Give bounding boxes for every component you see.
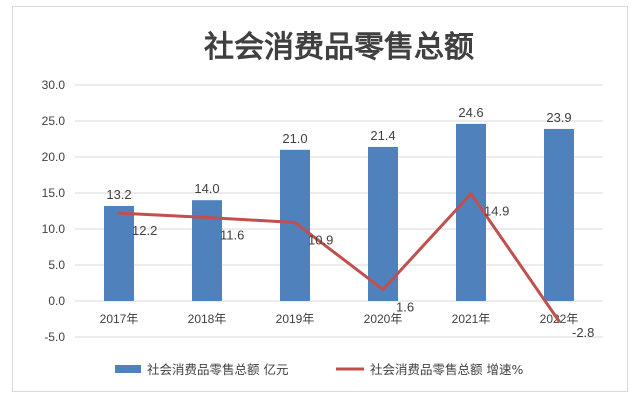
y-tick-label: 10.0 xyxy=(42,222,66,236)
x-tick-label: 2020年 xyxy=(364,312,403,326)
y-tick-label: 30.0 xyxy=(42,78,66,92)
line-series xyxy=(117,192,561,323)
line-point xyxy=(293,221,297,225)
line-value-label: -2.8 xyxy=(572,325,594,340)
line-point xyxy=(557,319,561,323)
bar xyxy=(280,149,310,301)
line-value-label: 1.6 xyxy=(396,299,414,314)
y-tick-label: -5.0 xyxy=(44,330,65,344)
chart-frame: 社会消费品零售总额 -5.0 0.0 5.0 10.0 15.0 20.0 25.0 30.0… xyxy=(12,6,628,392)
growth-line xyxy=(118,192,561,323)
x-tick-label: 2021年 xyxy=(452,312,491,326)
bar xyxy=(104,205,134,301)
bar-value-label: 13.2 xyxy=(106,187,131,202)
chart-canvas: 社会消费品零售总额 -5.0 0.0 5.0 10.0 15.0 20.0 25.0 30.0… xyxy=(42,30,603,377)
x-tick-label: 2017年 xyxy=(100,312,139,326)
bar-value-label: 21.4 xyxy=(370,128,395,143)
legend: 社会消费品零售总额 亿元 社会消费品零售总额 增速% xyxy=(115,362,523,377)
y-tick-label: 5.0 xyxy=(48,258,65,272)
y-axis: -5.0 0.0 5.0 10.0 15.0 20.0 25.0 30.0 xyxy=(42,78,66,344)
line-value-label: 14.9 xyxy=(484,204,509,219)
line-point xyxy=(205,215,209,219)
legend-line-label: 社会消费品零售总额 增速% xyxy=(370,362,523,377)
bar-value-label: 23.9 xyxy=(546,110,571,125)
gridlines xyxy=(75,84,603,338)
bar-value-label: 21.0 xyxy=(282,131,307,146)
x-axis: 2017年 2018年 2019年 2020年 2021年 2022年 xyxy=(100,312,579,326)
bar xyxy=(192,200,222,301)
line-value-label: 11.6 xyxy=(220,227,244,242)
bar-value-label: 24.6 xyxy=(458,105,483,120)
bar-series xyxy=(104,123,574,301)
y-tick-label: 15.0 xyxy=(42,186,66,200)
bar-value-label: 14.0 xyxy=(194,181,219,196)
line-value-label: 12.2 xyxy=(132,223,157,238)
bar xyxy=(368,146,398,301)
line-point xyxy=(469,192,473,196)
line-point xyxy=(381,287,385,291)
line-value-label: 10.9 xyxy=(308,233,333,248)
legend-bar-swatch xyxy=(115,365,141,373)
x-tick-label: 2018年 xyxy=(188,312,227,326)
bar xyxy=(456,123,486,301)
bar xyxy=(544,128,574,301)
data-labels: 13.2 14.0 21.0 21.4 24.6 23.9 12.2 11.6 10.9 1.6 1… xyxy=(106,105,594,340)
line-point xyxy=(117,211,121,215)
legend-bar-label: 社会消费品零售总额 亿元 xyxy=(147,362,288,377)
x-tick-label: 2019年 xyxy=(276,312,315,326)
y-tick-label: 0.0 xyxy=(48,294,65,308)
chart-title: 社会消费品零售总额 xyxy=(204,30,474,65)
y-tick-label: 25.0 xyxy=(42,114,66,128)
y-tick-label: 20.0 xyxy=(42,150,66,164)
